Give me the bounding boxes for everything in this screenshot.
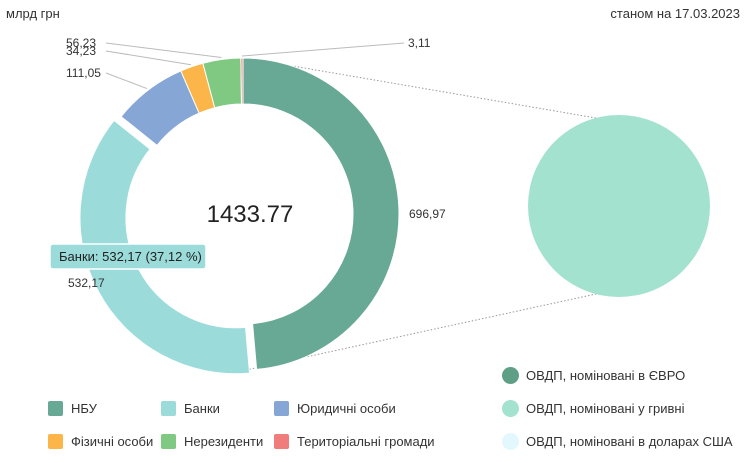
- slice-банки[interactable]: [79, 119, 251, 375]
- tooltip-box: [49, 243, 207, 270]
- legend-item-територіальні-громади[interactable]: Територіальні громади: [274, 434, 435, 449]
- legend-item-овдп-номіновані-в-доларах-сша[interactable]: ОВДП, номіновані в доларах США: [502, 433, 733, 450]
- legend-item-нбу[interactable]: НБУ: [48, 401, 97, 416]
- value-label-фізичні-особи: 34,23: [66, 44, 96, 58]
- legend-dot: [502, 433, 519, 450]
- value-label-нбу: 696,97: [409, 207, 446, 221]
- slice-нбу[interactable]: [242, 57, 400, 370]
- legend-label: Нерезиденти: [184, 434, 264, 449]
- legend-item-банки[interactable]: Банки: [161, 401, 220, 416]
- legend-swatch: [48, 401, 63, 416]
- tooltip-text: Банки: 532,17 (37,12 %): [59, 249, 202, 264]
- legend-label: Банки: [184, 401, 220, 416]
- value-label-нерезиденти: 56,23: [66, 36, 96, 50]
- secondary-slice-овдп-номіновані-у-гривні[interactable]: [528, 115, 710, 297]
- unit-label: млрд грн: [6, 6, 60, 21]
- legend-label: ОВДП, номіновані в доларах США: [526, 434, 733, 449]
- legend-item-юридичні-особи[interactable]: Юридичні особи: [274, 401, 396, 416]
- legend-label: ОВДП, номіновані у гривні: [526, 401, 685, 416]
- legend-item-фізичні-особи[interactable]: Фізичні особи: [48, 434, 153, 449]
- value-label-територіальні-громади: 3,11: [408, 36, 431, 50]
- donut-slices: [79, 57, 400, 375]
- as-of-date: станом на 17.03.2023: [610, 6, 740, 21]
- legend-item-нерезиденти[interactable]: Нерезиденти: [161, 434, 263, 449]
- secondary-pie: [528, 115, 710, 297]
- legend-swatch: [274, 401, 289, 416]
- legend-label: Територіальні громади: [297, 434, 435, 449]
- tooltip: Банки: 532,17 (37,12 %): [49, 243, 207, 270]
- legend-swatch: [274, 434, 289, 449]
- legend-label: Фізичні особи: [71, 434, 154, 449]
- legend-label: Юридичні особи: [297, 401, 396, 416]
- legend-item-овдп-номіновані-у-гривні[interactable]: ОВДП, номіновані у гривні: [502, 400, 685, 417]
- leader-територіальні-громади: [241, 42, 405, 57]
- legend-item-овдп-номіновані-в-євро[interactable]: ОВДП, номіновані в ЄВРО: [502, 367, 685, 384]
- leader-нерезиденти: [105, 42, 222, 58]
- legend-label: НБУ: [71, 401, 97, 416]
- leader-фізичні-особи: [105, 50, 192, 66]
- legend-dot: [502, 367, 519, 384]
- legend-swatch: [161, 401, 176, 416]
- legend-swatch: [48, 434, 63, 449]
- leader-lines: [105, 42, 405, 90]
- value-label-юридичні-особи: 111,05: [66, 66, 101, 80]
- leader-юридичні-особи: [105, 72, 148, 90]
- slice-територіальні-громади[interactable]: [240, 57, 244, 105]
- legend-swatch: [161, 434, 176, 449]
- legend-dot: [502, 400, 519, 417]
- total-value: 1433.77: [207, 201, 294, 228]
- legend-label: ОВДП, номіновані в ЄВРО: [526, 368, 686, 383]
- value-label-банки: 532,17: [68, 276, 105, 290]
